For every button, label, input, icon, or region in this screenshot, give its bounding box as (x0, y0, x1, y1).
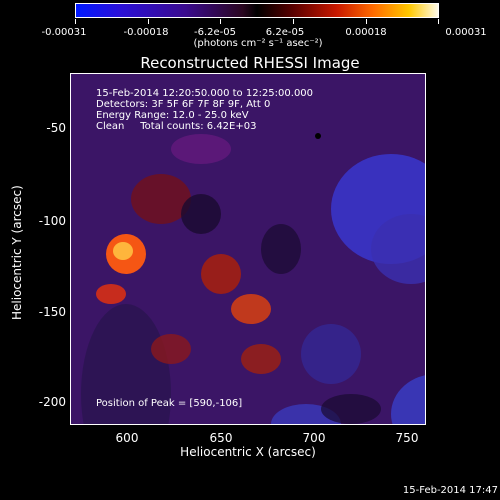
colorbar-tick (438, 19, 439, 24)
texture-blob (371, 214, 425, 284)
texture-blob (391, 375, 425, 424)
colorbar-tick-label: 6.2e-05 (265, 27, 305, 38)
texture-blob (201, 254, 241, 294)
y-tick-label: -150 (38, 305, 66, 319)
colorbar-tick (293, 19, 294, 24)
x-tick-label: 650 (209, 431, 233, 445)
peak-marker (315, 133, 321, 139)
x-axis-label: Heliocentric X (arcsec) (180, 445, 316, 459)
colorbar-tick (366, 19, 367, 24)
texture-blob (231, 294, 271, 324)
texture-blob (151, 334, 191, 364)
texture-blob (96, 284, 126, 304)
time-range-text: 15-Feb-2014 12:20:50.000 to 12:25:00.000 (96, 88, 314, 99)
y-axis-label: Heliocentric Y (arcsec) (10, 185, 24, 320)
clean-counts-text: Clean Total counts: 6.42E+03 (96, 121, 257, 132)
colorbar-tick-label: 0.00031 (445, 27, 487, 38)
date-stamp: 15-Feb-2014 17:47 (402, 485, 498, 496)
y-tick-label: -100 (38, 214, 66, 228)
texture-blob (301, 324, 361, 384)
energy-range-text: Energy Range: 12.0 - 25.0 keV (96, 110, 249, 121)
x-tick-label: 600 (115, 431, 139, 445)
colorbar-tick-label: -0.00018 (123, 27, 169, 38)
x-tick-label: 750 (395, 431, 419, 445)
colorbar (75, 3, 439, 18)
texture-blob (241, 344, 281, 374)
texture-blob (113, 242, 133, 260)
x-tick-label: 700 (302, 431, 326, 445)
colorbar-tick (220, 19, 221, 24)
y-tick-label: -200 (38, 395, 66, 409)
texture-blob (81, 304, 171, 424)
colorbar-units: (photons cm⁻² s⁻¹ asec⁻²) (193, 38, 323, 49)
texture-blob (181, 194, 221, 234)
image-texture (81, 134, 425, 424)
y-tick-label: -50 (46, 121, 66, 135)
image-title: Reconstructed RHESSI Image (140, 54, 360, 72)
texture-blob (131, 174, 191, 224)
rhessi-image-svg (71, 74, 425, 424)
colorbar-tick-label: 0.00018 (345, 27, 387, 38)
texture-blob (321, 394, 381, 424)
colorbar-tick-label: -0.00031 (41, 27, 87, 38)
texture-blob (261, 224, 301, 274)
peak-position-text: Position of Peak = [590,-106] (96, 398, 243, 409)
colorbar-tick (148, 19, 149, 24)
texture-blob (171, 134, 231, 164)
colorbar-tick (75, 19, 76, 24)
colorbar-tick-label: -6.2e-05 (194, 27, 236, 38)
detectors-text: Detectors: 3F 5F 6F 7F 8F 9F, Att 0 (96, 99, 271, 110)
rhessi-image-plot: 15-Feb-2014 12:20:50.000 to 12:25:00.000… (70, 73, 426, 425)
